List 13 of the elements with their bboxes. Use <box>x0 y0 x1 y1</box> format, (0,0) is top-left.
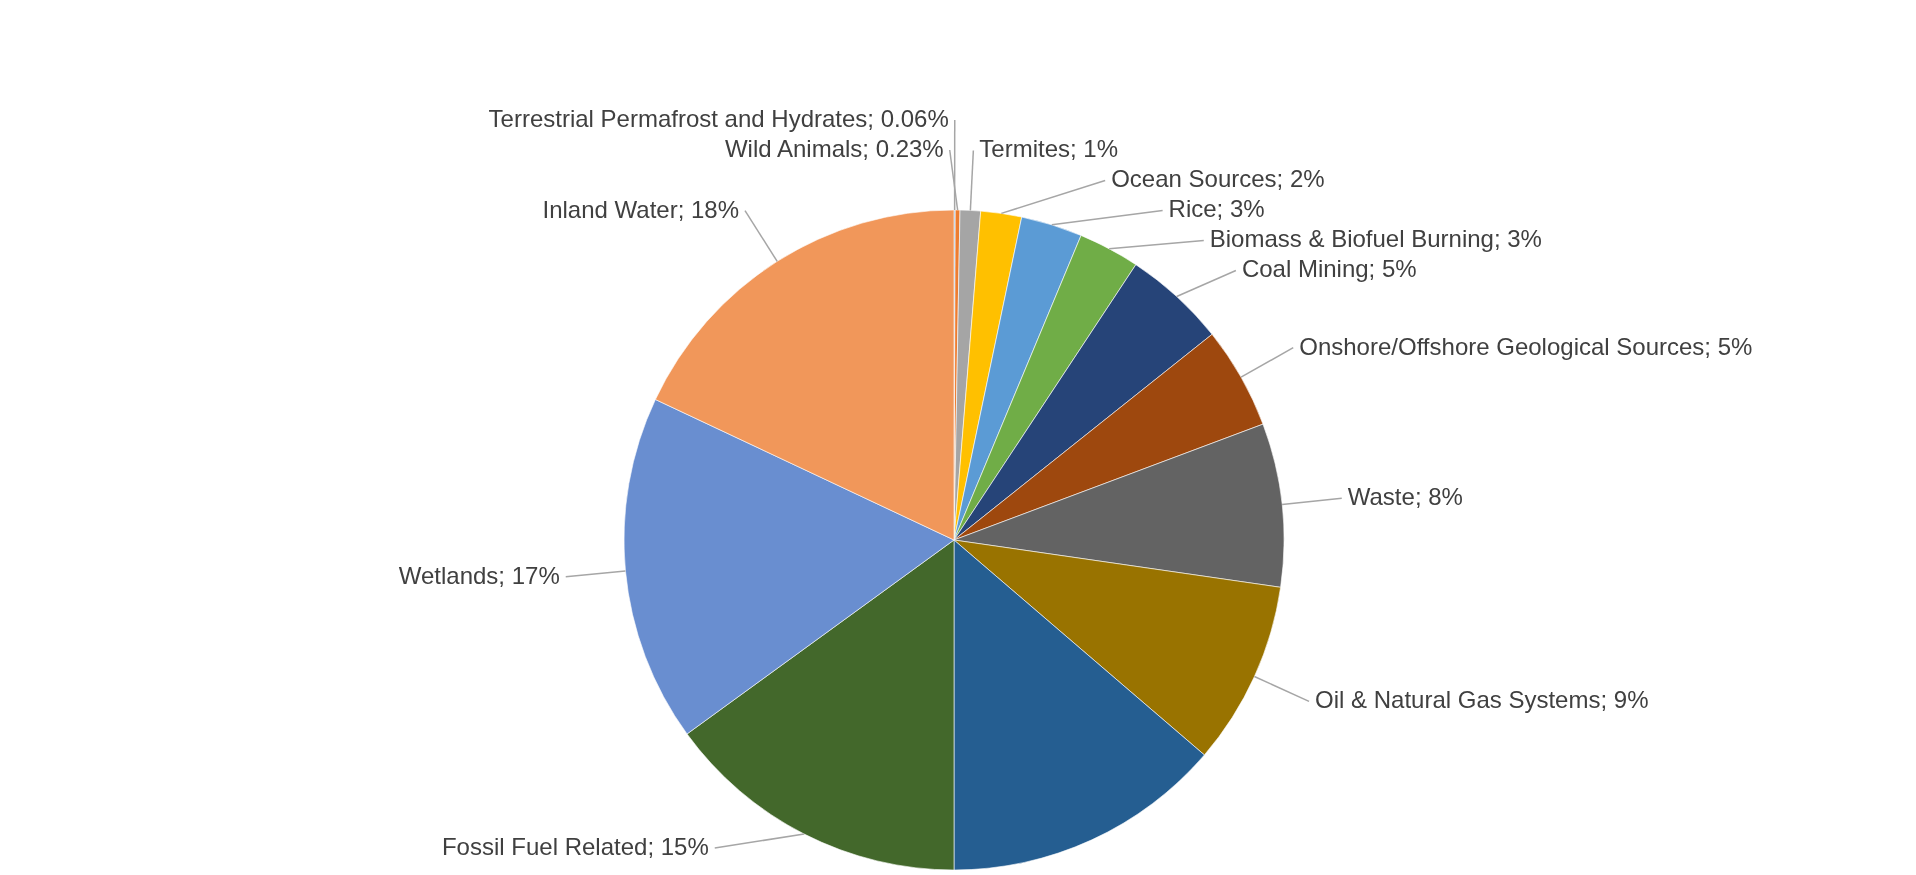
slice-label: Wild Animals; 0.23% <box>724 135 944 163</box>
slice-label: Ocean Sources; 2% <box>1111 165 1325 193</box>
slice-label: Inland Water; 18% <box>542 195 740 223</box>
slice-label: Coal Mining; 5% <box>1241 255 1417 283</box>
slice-label: Waste; 8% <box>1347 483 1463 511</box>
slice-label: Oil & Natural Gas Systems; 9% <box>1315 686 1649 714</box>
slice-label: Terrestrial Permafrost and Hydrates; 0.06% <box>488 105 949 133</box>
slice-label: Onshore/Offshore Geological Sources; 5% <box>1299 332 1753 360</box>
slice-label: Termites; 1% <box>979 135 1119 163</box>
slice-label: Fossil Fuel Related; 15% <box>441 833 709 860</box>
slice-label: Wetlands; 17% <box>398 561 560 589</box>
slice-label: Biomass & Biofuel Burning; 3% <box>1209 225 1542 253</box>
slice-label: Rice; 3% <box>1168 195 1265 223</box>
